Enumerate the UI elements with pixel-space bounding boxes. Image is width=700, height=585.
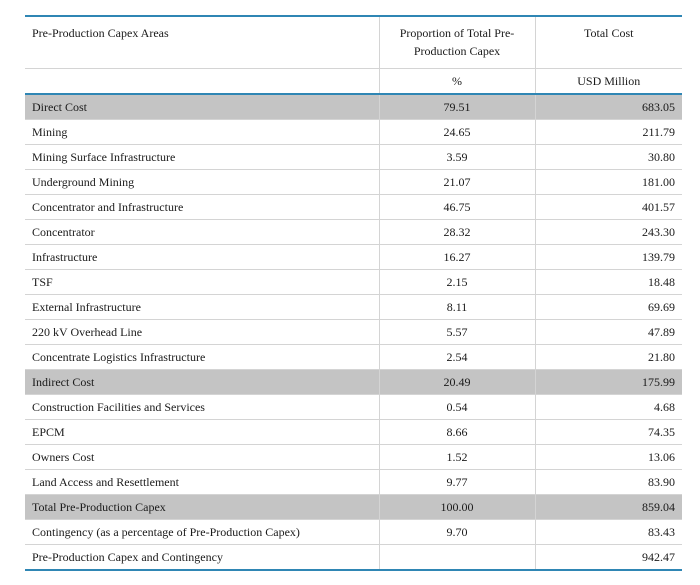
row-proportion: 100.00 [378, 494, 535, 520]
row-label: Direct Cost [25, 94, 379, 120]
row-total-cost: 243.30 [534, 219, 682, 245]
row-total-cost: 21.80 [534, 344, 682, 370]
row-label: Mining [25, 119, 379, 145]
row-proportion: 28.32 [378, 219, 535, 245]
row-label: EPCM [25, 419, 379, 445]
row-total-cost: 47.89 [534, 319, 682, 345]
row-proportion: 2.15 [378, 269, 535, 295]
row-total-cost: 83.90 [534, 469, 682, 495]
row-proportion: 16.27 [378, 244, 535, 270]
row-label: Concentrate Logistics Infrastructure [25, 344, 379, 370]
units-percent: % [378, 68, 535, 95]
table-row: EPCM 8.66 74.35 [25, 419, 682, 445]
header-proportion: Proportion of Total Pre-Production Capex [378, 15, 535, 69]
header-row: Pre-Production Capex Areas Proportion of… [25, 15, 682, 69]
row-label: Underground Mining [25, 169, 379, 195]
row-label: Concentrator [25, 219, 379, 245]
units-row: % USD Million [25, 68, 682, 95]
table-row: Underground Mining 21.07 181.00 [25, 169, 682, 195]
table-row: Infrastructure 16.27 139.79 [25, 244, 682, 270]
row-label: Land Access and Resettlement [25, 469, 379, 495]
row-proportion: 79.51 [378, 94, 535, 120]
row-proportion: 8.66 [378, 419, 535, 445]
row-label: Mining Surface Infrastructure [25, 144, 379, 170]
row-proportion: 3.59 [378, 144, 535, 170]
row-total-cost: 683.05 [534, 94, 682, 120]
row-proportion: 46.75 [378, 194, 535, 220]
table-row: Mining 24.65 211.79 [25, 119, 682, 145]
table-row: External Infrastructure 8.11 69.69 [25, 294, 682, 320]
table-row: Mining Surface Infrastructure 3.59 30.80 [25, 144, 682, 170]
table-row: TSF 2.15 18.48 [25, 269, 682, 295]
row-proportion: 8.11 [378, 294, 535, 320]
table-row: Concentrator and Infrastructure 46.75 401.… [25, 194, 682, 220]
row-total-cost: 401.57 [534, 194, 682, 220]
row-label: Infrastructure [25, 244, 379, 270]
row-proportion: 9.77 [378, 469, 535, 495]
table-row: Total Pre-Production Capex 100.00 859.04 [25, 494, 682, 520]
row-total-cost: 139.79 [534, 244, 682, 270]
table-row: Indirect Cost 20.49 175.99 [25, 369, 682, 395]
row-label: Concentrator and Infrastructure [25, 194, 379, 220]
row-label: TSF [25, 269, 379, 295]
capex-table: Pre-Production Capex Areas Proportion of… [25, 15, 682, 571]
row-total-cost: 859.04 [534, 494, 682, 520]
row-total-cost: 18.48 [534, 269, 682, 295]
row-label: External Infrastructure [25, 294, 379, 320]
row-total-cost: 69.69 [534, 294, 682, 320]
row-proportion: 2.54 [378, 344, 535, 370]
row-total-cost: 74.35 [534, 419, 682, 445]
units-usd-million: USD Million [534, 68, 682, 95]
row-proportion: 21.07 [378, 169, 535, 195]
table-row: Direct Cost 79.51 683.05 [25, 94, 682, 120]
row-label: 220 kV Overhead Line [25, 319, 379, 345]
table-row: Concentrate Logistics Infrastructure 2.54… [25, 344, 682, 370]
table-row: Land Access and Resettlement 9.77 83.90 [25, 469, 682, 495]
row-label: Total Pre-Production Capex [25, 494, 379, 520]
cropped-caption-fragment [230, 0, 290, 2]
row-proportion: 24.65 [378, 119, 535, 145]
row-label: Pre-Production Capex and Contingency [25, 544, 379, 571]
row-proportion: 1.52 [378, 444, 535, 470]
table-header: Pre-Production Capex Areas Proportion of… [25, 15, 682, 95]
row-total-cost: 13.06 [534, 444, 682, 470]
row-proportion: 0.54 [378, 394, 535, 420]
table-row: Contingency (as a percentage of Pre-Prod… [25, 519, 682, 545]
table-row: Construction Facilities and Services 0.54… [25, 394, 682, 420]
row-proportion: 5.57 [378, 319, 535, 345]
capex-table-container: Pre-Production Capex Areas Proportion of… [25, 15, 682, 571]
row-total-cost: 30.80 [534, 144, 682, 170]
row-total-cost: 942.47 [534, 544, 682, 571]
row-proportion: 9.70 [378, 519, 535, 545]
row-label: Indirect Cost [25, 369, 379, 395]
row-total-cost: 4.68 [534, 394, 682, 420]
table-row: 220 kV Overhead Line 5.57 47.89 [25, 319, 682, 345]
row-label: Construction Facilities and Services [25, 394, 379, 420]
header-capex-areas: Pre-Production Capex Areas [25, 15, 379, 69]
row-proportion [378, 544, 535, 571]
table-row: Concentrator 28.32 243.30 [25, 219, 682, 245]
row-total-cost: 83.43 [534, 519, 682, 545]
row-proportion: 20.49 [378, 369, 535, 395]
units-blank [25, 68, 379, 95]
row-label: Owners Cost [25, 444, 379, 470]
row-label: Contingency (as a percentage of Pre-Prod… [25, 519, 379, 545]
table-body: Direct Cost 79.51 683.05 Mining 24.65 211.79 M… [25, 94, 682, 571]
row-total-cost: 211.79 [534, 119, 682, 145]
table-row: Owners Cost 1.52 13.06 [25, 444, 682, 470]
row-total-cost: 175.99 [534, 369, 682, 395]
table-row: Pre-Production Capex and Contingency 942.… [25, 544, 682, 571]
row-total-cost: 181.00 [534, 169, 682, 195]
header-total-cost: Total Cost [534, 15, 682, 69]
